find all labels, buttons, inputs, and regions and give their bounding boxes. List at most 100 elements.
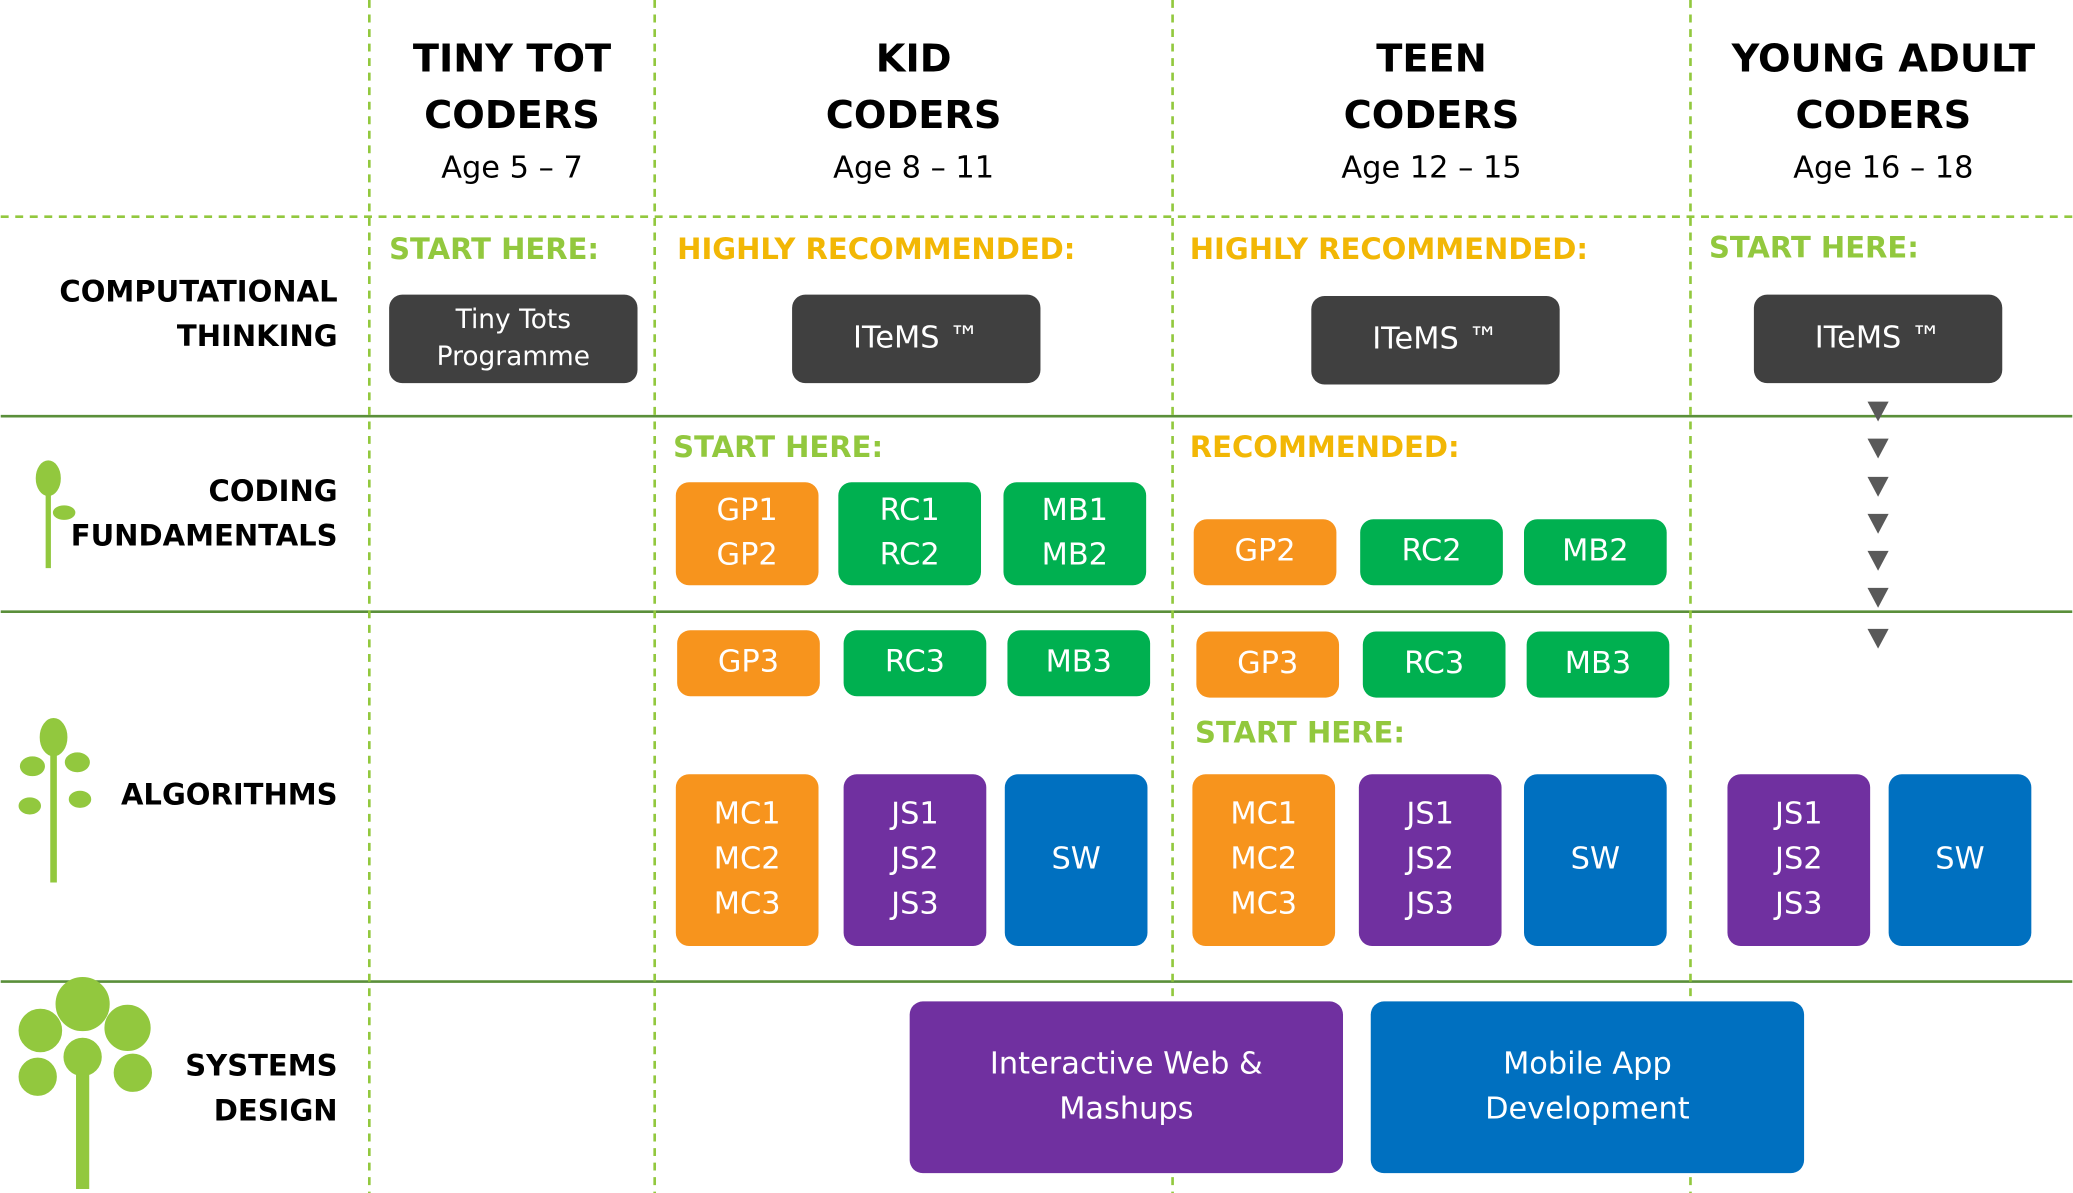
course-box	[1753, 294, 2003, 384]
row-label: COMPUTATIONAL	[59, 274, 337, 308]
course-box	[1193, 519, 1337, 586]
column-age: Age 12 – 15	[1341, 151, 1521, 186]
course-label: ITeMS ™	[853, 320, 980, 355]
course-box	[675, 774, 819, 946]
course-box	[1360, 519, 1503, 586]
column-age: Age 16 – 18	[1793, 151, 1973, 186]
course-label: JS1	[889, 797, 939, 832]
note: START HERE:	[1195, 716, 1405, 750]
arrow	[1867, 513, 1889, 534]
course-label: SW	[1571, 842, 1620, 877]
column-age: Age 8 – 11	[833, 151, 994, 186]
course-label: MC1	[1230, 797, 1297, 832]
course-label: MB3	[1565, 646, 1631, 681]
course-label: GP3	[1237, 646, 1298, 681]
course-box	[843, 630, 987, 697]
course-box	[675, 482, 819, 586]
note: HIGHLY RECOMMENDED:	[677, 232, 1075, 266]
course-box	[1003, 482, 1147, 586]
course-box	[1311, 295, 1560, 385]
course-label: JS3	[1773, 886, 1823, 921]
course-label: JS3	[889, 886, 939, 921]
arrow	[1867, 401, 1889, 422]
sapling-icon	[18, 718, 92, 883]
arrow	[1867, 476, 1889, 497]
course-box	[1196, 631, 1340, 698]
course-box	[1192, 774, 1336, 946]
course-box	[1362, 631, 1506, 698]
note: START HERE:	[1709, 231, 1919, 265]
note: START HERE:	[389, 232, 599, 266]
row-label: ALGORITHMS	[121, 778, 338, 812]
course-label: Mashups	[1059, 1091, 1193, 1126]
course-label: JS2	[1773, 842, 1823, 877]
course-label: RC1	[880, 493, 940, 528]
course-label: Mobile App	[1503, 1046, 1672, 1081]
note: HIGHLY RECOMMENDED:	[1190, 232, 1588, 266]
course-label: MC1	[714, 797, 781, 832]
course-label: SW	[1935, 842, 1984, 877]
column-title: CODERS	[1796, 93, 1972, 138]
course-label: GP2	[717, 538, 778, 573]
row-label: SYSTEMS	[185, 1048, 337, 1082]
course-label: GP2	[1234, 534, 1295, 569]
row-label: THINKING	[177, 319, 338, 353]
course-box	[1888, 774, 2032, 946]
course-box	[1007, 630, 1151, 697]
course-label: MC2	[714, 842, 781, 877]
course-box	[1358, 774, 1502, 946]
course-box	[843, 774, 987, 946]
course-label: RC3	[1404, 646, 1464, 681]
course-label: MC3	[714, 886, 781, 921]
course-label: GP3	[718, 645, 779, 680]
course-box	[792, 294, 1041, 384]
course-label: Development	[1485, 1091, 1690, 1126]
course-label: ITeMS ™	[1372, 322, 1499, 357]
course-label: SW	[1051, 842, 1100, 877]
course-label: MC2	[1230, 842, 1297, 877]
column-title: KID	[876, 36, 952, 81]
course-label: MC3	[1230, 886, 1297, 921]
arrow	[1867, 628, 1889, 649]
course-label: RC3	[885, 645, 945, 680]
course-box	[1370, 1001, 1805, 1174]
course-label: Programme	[437, 341, 590, 372]
course-label: RC2	[1401, 534, 1461, 569]
course-label: RC2	[880, 538, 940, 573]
course-box	[1524, 774, 1667, 946]
column-title: CODERS	[826, 93, 1002, 138]
arrow	[1867, 550, 1889, 571]
course-label: Tiny Tots	[455, 304, 571, 335]
course-label: ITeMS ™	[1815, 320, 1942, 355]
note: RECOMMENDED:	[1190, 430, 1460, 464]
column-title: TINY TOT	[413, 36, 611, 81]
course-label: GP1	[717, 493, 778, 528]
course-label: JS1	[1404, 797, 1454, 832]
row-label: FUNDAMENTALS	[71, 519, 338, 553]
course-box	[1524, 519, 1667, 586]
row-label: DESIGN	[214, 1093, 338, 1127]
course-label: Interactive Web &	[990, 1046, 1263, 1081]
course-label: MB3	[1046, 645, 1112, 680]
column-title: CODERS	[424, 93, 600, 138]
row-label: CODING	[209, 474, 338, 508]
course-label: MB2	[1562, 534, 1628, 569]
course-box	[389, 294, 638, 384]
tree-icon	[18, 976, 152, 1190]
course-box	[1004, 774, 1148, 946]
column-title: TEEN	[1376, 36, 1487, 81]
course-label: JS2	[1404, 842, 1454, 877]
arrow	[1867, 587, 1889, 608]
sprout-icon	[35, 460, 76, 569]
course-label: JS1	[1773, 797, 1823, 832]
note: START HERE:	[673, 430, 883, 464]
course-label: JS2	[889, 842, 939, 877]
course-label: MB1	[1042, 493, 1108, 528]
arrow	[1867, 438, 1889, 459]
column-age: Age 5 – 7	[441, 151, 583, 186]
course-label: JS3	[1404, 886, 1454, 921]
course-box	[677, 630, 820, 697]
